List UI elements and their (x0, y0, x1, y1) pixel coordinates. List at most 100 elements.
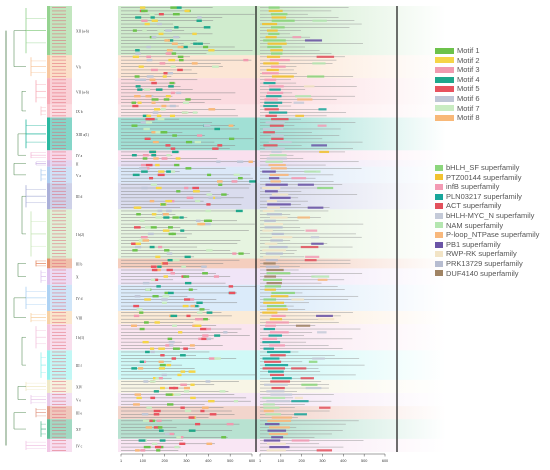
domain-block (268, 432, 288, 436)
domain-block (263, 409, 274, 413)
motif-block (146, 45, 151, 49)
motif-block (142, 157, 148, 160)
domain-band (256, 379, 446, 393)
motif-legend-label: Motif 6 (457, 94, 480, 104)
motif-block (180, 229, 185, 232)
motif-block (208, 357, 216, 360)
domain-block (318, 108, 327, 111)
domain-legend-swatch (435, 231, 443, 238)
domain-block (307, 75, 325, 78)
motif-block (133, 314, 140, 318)
motif-axis-tick-label: 1 (120, 459, 122, 463)
motif-block (131, 242, 136, 245)
motif-block (196, 134, 203, 137)
domain-block (266, 95, 282, 98)
domain-axis-tick-label: 100 (278, 459, 284, 463)
domain-legend-swatch (435, 203, 443, 210)
motif-block (151, 81, 157, 85)
motif-block (149, 78, 156, 81)
motif-block (177, 55, 184, 59)
domain-block (295, 114, 305, 117)
domain-block (271, 377, 292, 380)
domain-block (265, 183, 288, 186)
domain-block (305, 386, 322, 390)
domain-legend-label: DUF4140 superfamily (446, 268, 519, 278)
domain-block (267, 206, 280, 209)
domain-block (266, 400, 291, 403)
motif-block (207, 173, 212, 177)
motif-block (136, 308, 143, 311)
clade-color-strip (47, 160, 50, 167)
domain-band (256, 438, 446, 452)
domain-band (256, 310, 446, 325)
domain-block (303, 85, 315, 88)
motif-block (151, 35, 157, 39)
domain-block (269, 88, 281, 91)
domain-block (319, 150, 330, 154)
motif-block (141, 413, 149, 416)
domain-block (271, 236, 293, 239)
domain-block (266, 213, 282, 216)
motif-block (147, 232, 154, 236)
motif-block (155, 131, 161, 134)
gene-label-band (50, 310, 72, 325)
domain-block (317, 331, 327, 334)
motif-legend-label: Motif 1 (457, 46, 480, 56)
motif-block (134, 295, 141, 298)
motif-block (206, 327, 211, 331)
motif-block (183, 386, 190, 390)
motif-block (139, 360, 144, 364)
clade-label: III d (76, 195, 82, 199)
motif-block (134, 393, 142, 396)
domain-block (271, 386, 285, 390)
domain-block (262, 341, 281, 344)
motif-block (131, 124, 138, 127)
domain-block (317, 278, 328, 281)
motif-block (149, 245, 155, 249)
domain-block (268, 9, 283, 13)
domain-block (304, 170, 321, 173)
motif-block (233, 399, 239, 403)
domain-block (265, 160, 283, 163)
clade-color-strip (47, 379, 50, 393)
motif-block (181, 45, 188, 49)
domain-block (268, 32, 280, 35)
domain-block (267, 429, 287, 432)
domain-band (256, 392, 446, 407)
domain-block (264, 78, 277, 81)
motif-block (231, 180, 238, 183)
motif-block (153, 409, 161, 413)
gene-label-band (50, 183, 72, 210)
domain-block (266, 29, 278, 32)
domain-legend-swatch (435, 260, 443, 267)
motif-block (173, 393, 181, 396)
domain-block (271, 16, 287, 19)
domain-block (312, 62, 326, 65)
clade-label: III e (76, 412, 82, 416)
motif-block (169, 104, 176, 108)
motif-block (196, 19, 202, 22)
clade-color-strip (47, 150, 50, 161)
motif-block (162, 262, 169, 265)
motif-legend-swatch (435, 86, 454, 93)
clade-label: IV d (76, 297, 83, 301)
domain-legend-swatch (435, 183, 443, 190)
motif-block (144, 298, 151, 301)
motif-block (151, 98, 159, 101)
motif-block (154, 108, 161, 111)
domain-block (263, 347, 274, 350)
domain-block (263, 144, 278, 147)
motif-block (145, 288, 151, 291)
domain-block (263, 81, 276, 85)
domain-block (269, 331, 289, 334)
motif-block (163, 98, 170, 101)
domain-block (294, 396, 303, 399)
domain-block (268, 163, 286, 167)
domain-block (270, 393, 293, 396)
clade-color-strip (47, 166, 50, 184)
motif-block (208, 196, 214, 200)
domain-legend-item: PTZ00144 superfamily (435, 173, 539, 183)
motif-block (205, 380, 211, 383)
clade-label: III f (76, 364, 82, 368)
domain-block (264, 242, 278, 245)
